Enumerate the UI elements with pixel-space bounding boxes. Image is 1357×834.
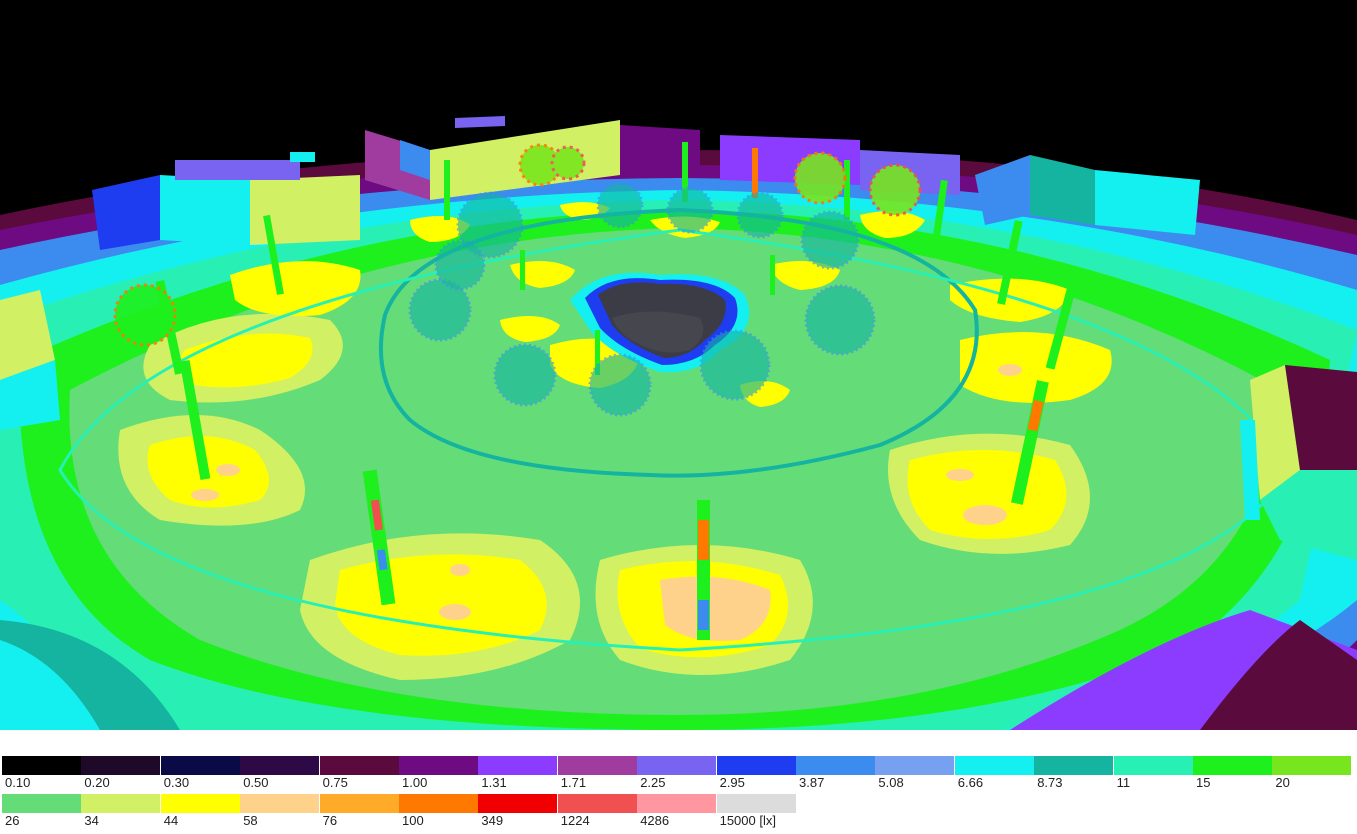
- lamp-pole: [997, 220, 1023, 305]
- tree-canopy: [550, 145, 586, 181]
- legend-swatch: [478, 794, 558, 813]
- legend-label: 6.66: [957, 775, 984, 790]
- legend-label: 26: [5, 813, 20, 828]
- lamp-pole: [931, 179, 948, 251]
- legend-swatch: [716, 794, 796, 813]
- legend-label: 1.71: [560, 775, 587, 790]
- legend-label: 0.10: [5, 775, 31, 790]
- ground-right-dark-wedge: [1200, 620, 1357, 730]
- legend-label: 20: [1275, 775, 1290, 790]
- legend-swatch: [478, 756, 558, 775]
- legend-label: 0.30: [163, 775, 190, 790]
- illuminance-color-legend: 0.10 0.20 0.30 0.50 0.75 1.00 1.31 1.71 2.25 2.95…: [0, 756, 1357, 834]
- legend-swatch: [160, 794, 240, 813]
- legend-label: 1.31: [481, 775, 507, 790]
- legend-label: 2.25: [640, 775, 666, 790]
- legend-swatch: [1193, 756, 1272, 775]
- legend-swatch: [637, 756, 717, 775]
- tree-canopy: [434, 239, 486, 291]
- legend-label: 4286: [640, 813, 670, 828]
- legend-swatch: [1034, 756, 1114, 775]
- lamp-pole: [263, 214, 284, 295]
- lamp-poles: [155, 142, 1079, 640]
- legend-swatch: [81, 794, 161, 813]
- legend-swatch: [319, 794, 399, 813]
- tree-canopy: [493, 343, 557, 407]
- legend-label: 8.73: [1037, 775, 1063, 790]
- tree-canopy: [736, 191, 784, 239]
- legend-label: 349: [481, 813, 504, 828]
- central-pond: [570, 272, 750, 373]
- legend-swatch: [1113, 756, 1193, 775]
- legend-swatch: [240, 756, 320, 775]
- tree-canopy: [456, 191, 524, 259]
- legend-swatch: [2, 756, 81, 775]
- lamp-pole: [362, 469, 396, 606]
- tree-canopy: [793, 151, 847, 205]
- tree-canopy: [666, 186, 714, 234]
- lamp-pole: [520, 250, 525, 290]
- legend-swatch: [240, 794, 320, 813]
- lamp-pole: [682, 142, 688, 202]
- legend-label: 15: [1196, 775, 1211, 790]
- lamp-pole: [770, 255, 775, 295]
- tree-canopy: [588, 353, 652, 417]
- lamp-pole: [752, 148, 758, 198]
- tree-canopy: [408, 278, 472, 342]
- legend-label: 3.87: [799, 775, 825, 790]
- legend-label: 11: [1116, 775, 1131, 790]
- legend-swatch: [160, 756, 240, 775]
- tree-canopy: [113, 283, 177, 347]
- legend-swatch: [81, 756, 161, 775]
- legend-swatch: [875, 756, 955, 775]
- legend-swatch: [716, 756, 796, 775]
- legend-swatch: [557, 756, 637, 775]
- legend-label: 44: [163, 813, 179, 828]
- legend-label: 0.20: [84, 775, 110, 790]
- lamp-pole: [844, 160, 850, 220]
- legend-label: 34: [84, 813, 99, 828]
- legend-label: 5.08: [878, 775, 904, 790]
- legend-label: 1224: [560, 813, 590, 828]
- tree-canopy: [804, 284, 876, 356]
- legend-label: 100: [402, 813, 424, 828]
- legend-swatch: [557, 794, 637, 813]
- legend-swatch: [796, 756, 875, 775]
- legend-swatch: [399, 794, 478, 813]
- legend-swatch: [399, 756, 478, 775]
- lamp-pole: [1045, 275, 1079, 370]
- legend-label: 1.00: [402, 775, 428, 790]
- ground-left-teal: [0, 620, 180, 730]
- lamp-pole: [444, 160, 450, 220]
- tree-canopy: [596, 181, 644, 229]
- lamp-pole: [595, 330, 600, 375]
- legend-label: 15000 [lx]: [719, 813, 776, 828]
- tree-canopy: [699, 329, 771, 401]
- trees: [113, 143, 922, 417]
- legend-label: 76: [322, 813, 338, 828]
- false-color-illuminance-render: [0, 0, 1357, 730]
- legend-label: 0.50: [243, 775, 269, 790]
- legend-label: 58: [243, 813, 258, 828]
- legend-swatch: [1272, 756, 1352, 775]
- lamp-pole: [179, 360, 211, 480]
- legend-label: 0.75: [322, 775, 348, 790]
- tree-canopy: [800, 210, 860, 270]
- legend-swatch: [2, 794, 81, 813]
- legend-swatch: [954, 756, 1034, 775]
- legend-swatch: [637, 794, 717, 813]
- legend-swatch: [319, 756, 399, 775]
- tree-canopy: [868, 163, 922, 217]
- legend-label: 2.95: [719, 775, 745, 790]
